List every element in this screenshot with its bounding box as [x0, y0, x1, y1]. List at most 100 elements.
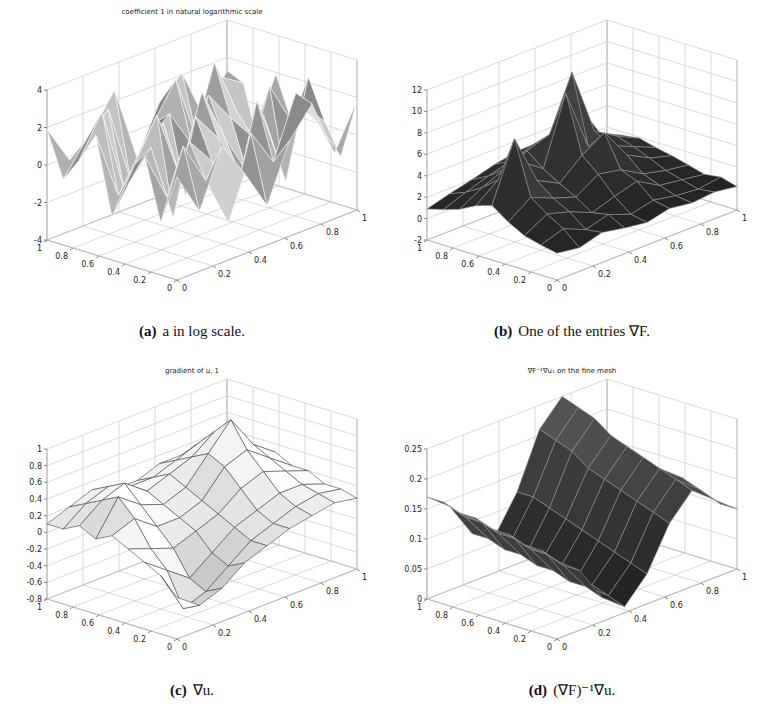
tick-label: -0.4 — [26, 562, 42, 571]
grid-line — [305, 44, 306, 194]
grid-line — [177, 210, 357, 280]
tick — [424, 539, 427, 540]
tick — [665, 238, 668, 240]
tick — [44, 240, 47, 242]
tick-label: 0.2 — [513, 276, 526, 285]
tick — [122, 264, 125, 266]
tick-label: 0.2 — [513, 635, 526, 644]
tick — [424, 154, 427, 155]
tick — [424, 240, 427, 241]
tick — [502, 623, 505, 625]
tick — [424, 569, 427, 570]
tick-label: 0.25 — [404, 445, 422, 454]
caption: (c)∇u. — [170, 682, 214, 699]
tick-label: 0 — [417, 215, 422, 224]
tick — [44, 90, 47, 91]
tick-label: 0.4 — [107, 627, 120, 636]
axis-line — [47, 240, 177, 280]
tick-label: 6 — [417, 150, 422, 159]
tick — [44, 202, 47, 203]
surface-cell — [112, 519, 151, 549]
tick-label: 0.4 — [107, 268, 120, 277]
tick — [122, 623, 125, 625]
tick — [502, 264, 505, 266]
axis-line — [427, 449, 428, 599]
grid-line — [125, 194, 305, 264]
tick-label: -2 — [414, 236, 422, 245]
tick — [44, 582, 47, 583]
caption-label: (a) — [139, 323, 157, 340]
tick — [450, 248, 453, 250]
tick-label: 0 — [562, 284, 567, 293]
tick — [96, 256, 99, 258]
tick-label: 1 — [742, 214, 747, 223]
tick-label: 0.6 — [29, 478, 42, 487]
tick — [554, 639, 557, 641]
tick — [665, 597, 668, 599]
tick — [44, 565, 47, 566]
tick-label: 0.6 — [81, 619, 94, 628]
tick — [44, 465, 47, 466]
tick-label: 0.8 — [326, 587, 339, 596]
panel: coefficient 1 in natural logarithmic sca… — [34, 8, 367, 340]
grid-line — [47, 20, 227, 90]
tick — [737, 210, 740, 212]
tick — [629, 611, 632, 613]
tick-label: 1 — [362, 573, 367, 582]
tick-label: 0.8 — [29, 462, 42, 471]
tick — [424, 240, 427, 242]
tick-label: 0.8 — [55, 611, 68, 620]
grid — [47, 379, 357, 639]
axis-line — [427, 240, 557, 280]
tick-label: 0 — [562, 643, 567, 652]
surface-cell — [698, 489, 737, 509]
grid-line — [463, 585, 593, 625]
tick-label: 0.8 — [706, 587, 719, 596]
tick — [476, 256, 479, 258]
tick-label: 0.6 — [461, 260, 474, 269]
tick-label: 0 — [37, 528, 42, 537]
tick — [701, 224, 704, 226]
grid-line — [357, 419, 358, 569]
panel-title: ∇F⁻¹∇u₁ on the fine mesh — [527, 367, 617, 375]
tick — [174, 639, 177, 641]
tick-label: 0.6 — [290, 601, 303, 610]
caption-text: (∇F)⁻¹∇u. — [553, 682, 615, 699]
grid — [427, 379, 737, 639]
tick — [528, 631, 531, 633]
tick-label: 0.4 — [254, 615, 267, 624]
surface-cell — [128, 549, 167, 571]
surface — [427, 397, 737, 607]
tick — [148, 631, 151, 633]
caption-label: (d) — [529, 682, 547, 699]
grid — [427, 20, 737, 280]
grid-line — [607, 84, 737, 124]
grid-line — [427, 599, 557, 639]
tick-label: 0.8 — [326, 228, 339, 237]
tick-label: 0.6 — [670, 601, 683, 610]
tick — [357, 210, 360, 212]
tick — [285, 597, 288, 599]
surface-cell — [541, 229, 580, 253]
tick-label: 0 — [182, 643, 187, 652]
grid-line — [427, 449, 428, 599]
grid-line — [227, 396, 357, 436]
surface-cell — [698, 177, 737, 192]
tick-label: 0.2 — [133, 635, 146, 644]
tick-label: 12 — [412, 86, 422, 95]
tick-label: 0.8 — [435, 611, 448, 620]
tick — [593, 266, 596, 268]
tick — [44, 599, 47, 601]
tick-label: 0.05 — [404, 565, 422, 574]
tick-label: 0.1 — [409, 535, 422, 544]
axis-line — [427, 90, 428, 240]
tick-label: -0.6 — [26, 578, 42, 587]
tick-label: 0.2 — [133, 276, 146, 285]
grid-line — [83, 226, 213, 266]
grid-line — [357, 60, 358, 210]
tick-label: 0.2 — [29, 512, 42, 521]
tick — [424, 111, 427, 112]
tick-label: 8 — [417, 129, 422, 138]
axis-line — [177, 210, 357, 280]
surface-cell — [541, 550, 580, 570]
